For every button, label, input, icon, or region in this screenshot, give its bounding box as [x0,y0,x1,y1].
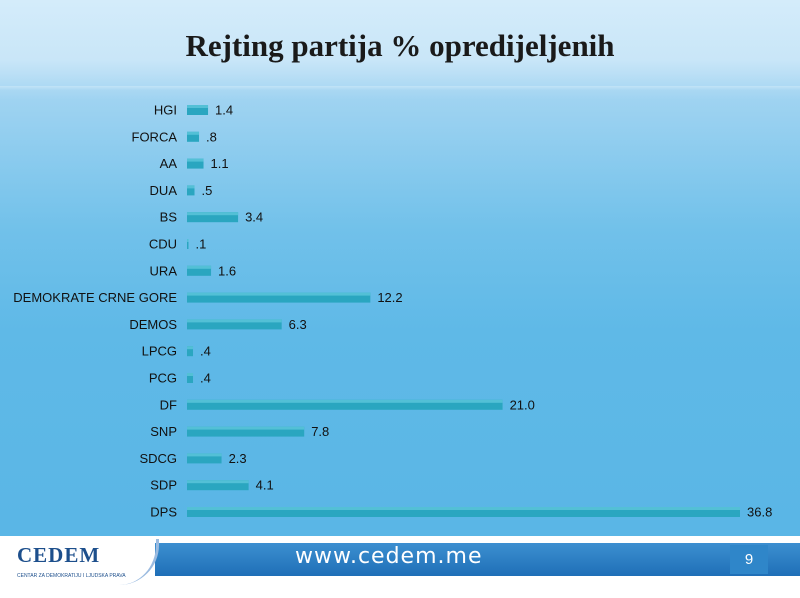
value-label: 3.4 [245,210,263,225]
bar [187,239,189,249]
bar [187,292,371,303]
value-label: 1.6 [218,263,236,278]
slide-title: Rejting partija % opredijeljenih [185,28,615,63]
category-label: SDP [150,478,177,493]
bar-highlight [187,212,239,216]
logo-text: CEDEM [17,543,101,567]
value-label: .4 [200,371,211,386]
bar-highlight [187,399,503,403]
title-divider [0,86,800,90]
value-label: 21.0 [510,397,535,412]
bar-highlight [187,346,194,350]
bar [187,399,503,410]
bar [187,319,282,330]
bar [187,185,195,196]
category-label: HGI [154,103,177,118]
bar-highlight [187,373,194,376]
value-label: .4 [200,344,211,359]
bar-highlight [187,319,282,323]
bar-highlight [187,105,209,108]
bar [187,212,239,223]
bar-highlight [187,131,200,135]
bar-chart: HGI 1.4 FORCA .8 AA 1.1 DUA .5 BS 3.4 CDU .1 URA 1.6 D… [13,103,772,520]
bar [187,265,212,276]
category-label: SNP [150,424,177,439]
bar-highlight [187,239,189,242]
value-label: 4.1 [256,478,274,493]
bar-highlight [187,158,204,162]
value-label: 1.4 [215,103,233,118]
category-label: DPS [150,505,177,520]
bar [187,426,305,437]
category-label: SDCG [139,451,177,466]
category-label: FORCA [132,129,178,144]
footer-url[interactable]: www.cedem.me [295,544,483,569]
bar [187,105,209,115]
bar [187,373,194,383]
category-label: LPCG [142,344,177,359]
category-label: DEMOKRATE CRNE GORE [13,290,177,305]
value-label: 6.3 [289,317,307,332]
page-number: 9 [730,545,768,574]
bar [187,346,194,357]
bar-highlight [187,480,249,484]
category-label: DUA [150,183,178,198]
category-label: URA [150,263,178,278]
category-label: AA [160,156,178,171]
cedem-logo: CEDEM CENTAR ZA DEMOKRATIJU I LJUDSKA PR… [0,539,159,589]
bar-highlight [187,507,740,510]
bar [187,507,740,517]
bar-highlight [187,453,222,457]
value-label: 1.1 [211,156,229,171]
value-label: 7.8 [311,424,329,439]
category-label: PCG [149,371,177,386]
bar-highlight [187,292,371,296]
value-label: 2.3 [229,451,247,466]
bar-highlight [187,265,212,269]
category-label: DF [160,397,177,412]
bar [187,480,249,491]
bar [187,453,222,464]
category-label: DEMOS [129,317,177,332]
bar-highlight [187,426,305,430]
value-label: 36.8 [747,505,772,520]
bar [187,131,200,142]
logo-subtitle: CENTAR ZA DEMOKRATIJU I LJUDSKA PRAVA [17,573,126,579]
bar-highlight [187,185,195,189]
value-label: .5 [202,183,213,198]
category-label: CDU [149,237,177,252]
value-label: .1 [196,237,207,252]
value-label: 12.2 [377,290,402,305]
footer-band [150,543,800,576]
bar [187,158,204,169]
category-label: BS [160,210,178,225]
value-label: .8 [206,129,217,144]
